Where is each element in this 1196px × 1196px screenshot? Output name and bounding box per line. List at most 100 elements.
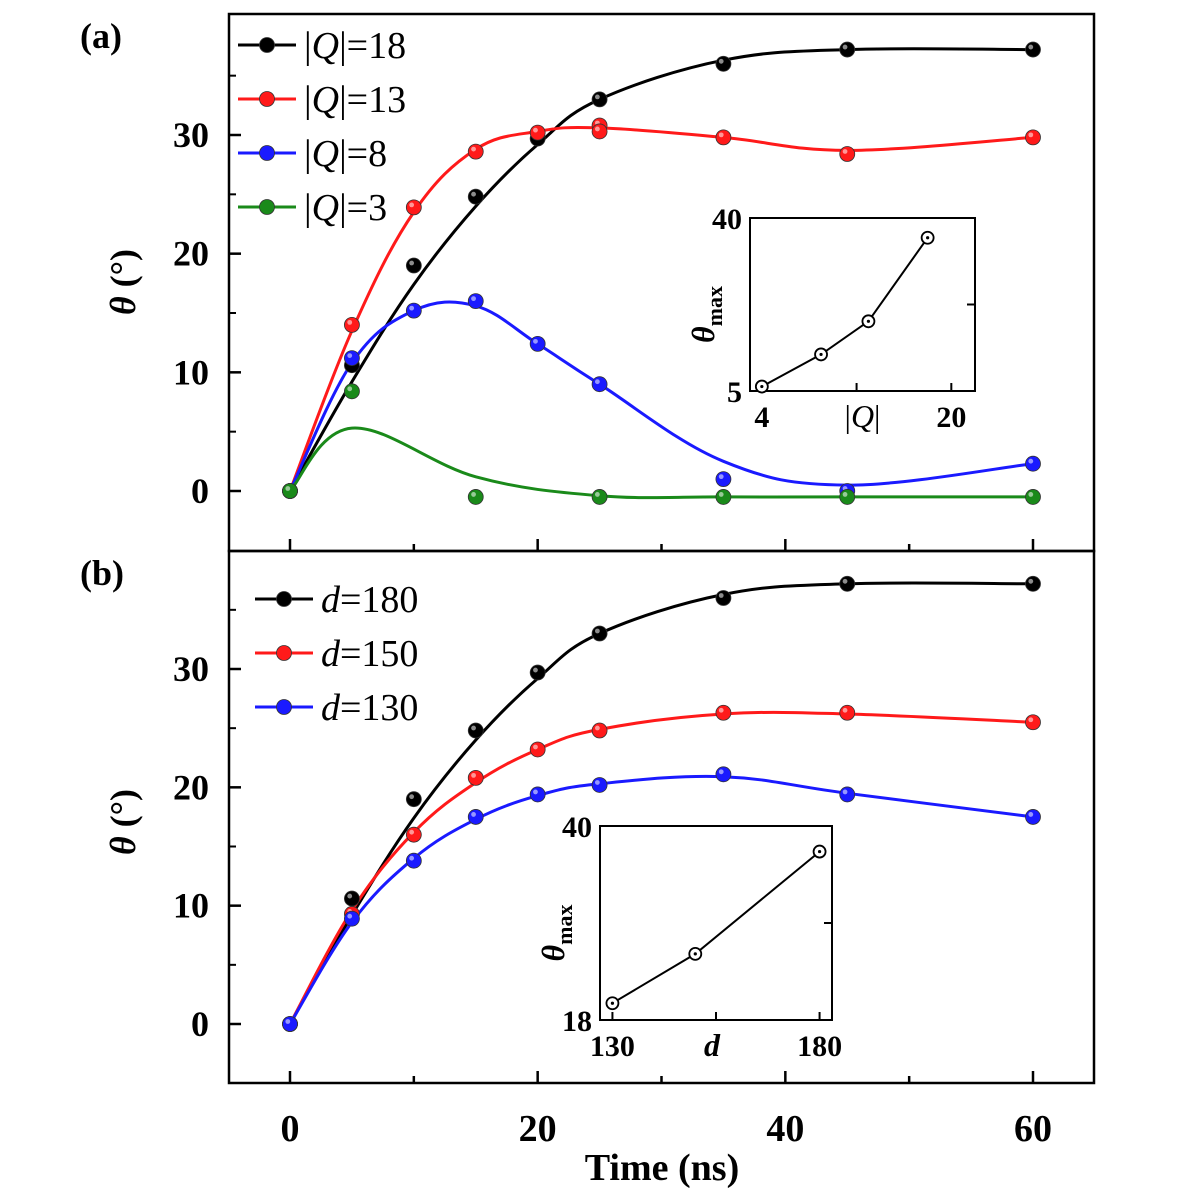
data-point (715, 489, 732, 505)
data-point-highlight (594, 126, 600, 132)
inset-point-dot (760, 384, 764, 389)
data-point-highlight (1028, 717, 1034, 723)
data-point-highlight (285, 486, 291, 491)
data-point (344, 316, 360, 333)
legend-var: Q (312, 25, 339, 67)
data-point-highlight (471, 146, 476, 152)
data-point-highlight (594, 628, 600, 634)
data-point (529, 124, 546, 141)
legend-marker (259, 91, 275, 107)
data-point-highlight (471, 772, 476, 778)
data-point (715, 704, 732, 721)
data-point-highlight (471, 296, 476, 302)
legend-value: =3 (347, 187, 387, 229)
inset-x-tick-label: 20 (936, 401, 966, 434)
inset-y-label-sub: max (702, 286, 727, 326)
y-tick-label: 30 (173, 649, 209, 689)
legend-marker (276, 645, 292, 661)
data-point-highlight (1028, 132, 1034, 138)
data-point-highlight (285, 1019, 291, 1024)
legend-bar-left: | (304, 133, 312, 175)
data-point (839, 489, 856, 505)
legend-marker (276, 699, 292, 715)
data-point-highlight (718, 474, 724, 480)
data-point-highlight (347, 913, 353, 919)
y-tick-label: 0 (191, 471, 209, 511)
data-point (1025, 129, 1041, 146)
data-point (344, 350, 360, 366)
inset-y-tick-label: 5 (727, 376, 742, 409)
data-point (715, 590, 732, 606)
inset-y-label-theta: θ (685, 326, 721, 343)
legend-value: =150 (340, 633, 418, 675)
inset-y-label-theta: θ (535, 944, 571, 961)
data-point (529, 741, 546, 758)
data-point (344, 890, 360, 907)
data-point-highlight (594, 780, 600, 785)
data-point (839, 146, 856, 162)
legend-value: =13 (347, 79, 406, 121)
legend-marker (276, 591, 292, 607)
legend-label: |Q|=18 (304, 25, 406, 67)
data-point (405, 791, 422, 808)
panel-a-xticks (288, 539, 1035, 551)
data-point (529, 335, 546, 352)
legend-var: d (321, 687, 341, 729)
legend-label: d=130 (321, 687, 418, 729)
data-point-highlight (594, 725, 600, 731)
data-point (839, 41, 856, 58)
fit-curve-|Q|=3 (288, 426, 1033, 500)
legend-bar-right: | (339, 79, 347, 121)
data-point-highlight (347, 353, 353, 358)
data-point-highlight (1028, 458, 1034, 464)
panel-b-inset: 18 40 130 180 d θmax (535, 811, 842, 1063)
panel-b-ylabel: θ (°) (103, 789, 143, 855)
x-tick-label: 60 (1014, 1108, 1052, 1150)
legend-bar-left: | (304, 79, 312, 121)
data-point-highlight (533, 789, 538, 795)
y-tick-label: 20 (173, 234, 209, 274)
legend-label: d=180 (321, 579, 418, 621)
data-point-highlight (594, 492, 600, 497)
data-point-highlight (718, 132, 724, 138)
data-point-highlight (842, 789, 848, 795)
legend-label: d=150 (321, 633, 418, 675)
data-point-highlight (471, 725, 476, 731)
data-point-highlight (409, 202, 415, 208)
data-point-highlight (471, 191, 476, 197)
inset-y-label-sub: max (552, 905, 577, 945)
inset-point-dot (693, 952, 697, 956)
inset-point-dot (866, 319, 871, 323)
inset-x-label-bar-right: | (874, 398, 880, 434)
panel-a-label: (a) (80, 16, 122, 56)
legend-value: =8 (347, 133, 387, 175)
data-point-highlight (471, 812, 476, 817)
data-point (405, 852, 422, 869)
panel-b-ylabel-unit: (°) (103, 789, 143, 836)
legend-bar-right: | (339, 25, 347, 67)
legend-bar-left: | (304, 187, 312, 229)
panel-b-xticks (288, 1071, 1035, 1083)
data-point-highlight (842, 149, 848, 154)
data-point (467, 489, 484, 505)
data-point (282, 1016, 298, 1032)
data-point (591, 376, 608, 393)
data-point (839, 704, 856, 721)
legend-value: =130 (340, 687, 418, 729)
panel-a-ylabel-theta: θ (103, 296, 143, 315)
data-point (467, 809, 484, 825)
legend-var: d (321, 579, 341, 621)
legend-label: |Q|=8 (304, 133, 387, 175)
panel-b-yticks: 0 10 20 30 (173, 608, 241, 1044)
legend-var: d (321, 633, 341, 675)
y-tick-label: 10 (173, 352, 209, 392)
data-point-highlight (347, 319, 353, 325)
data-point-highlight (718, 593, 724, 598)
inset-point-dot (926, 236, 930, 240)
data-point-highlight (1028, 44, 1034, 50)
data-point (467, 188, 484, 205)
data-point (591, 625, 608, 642)
